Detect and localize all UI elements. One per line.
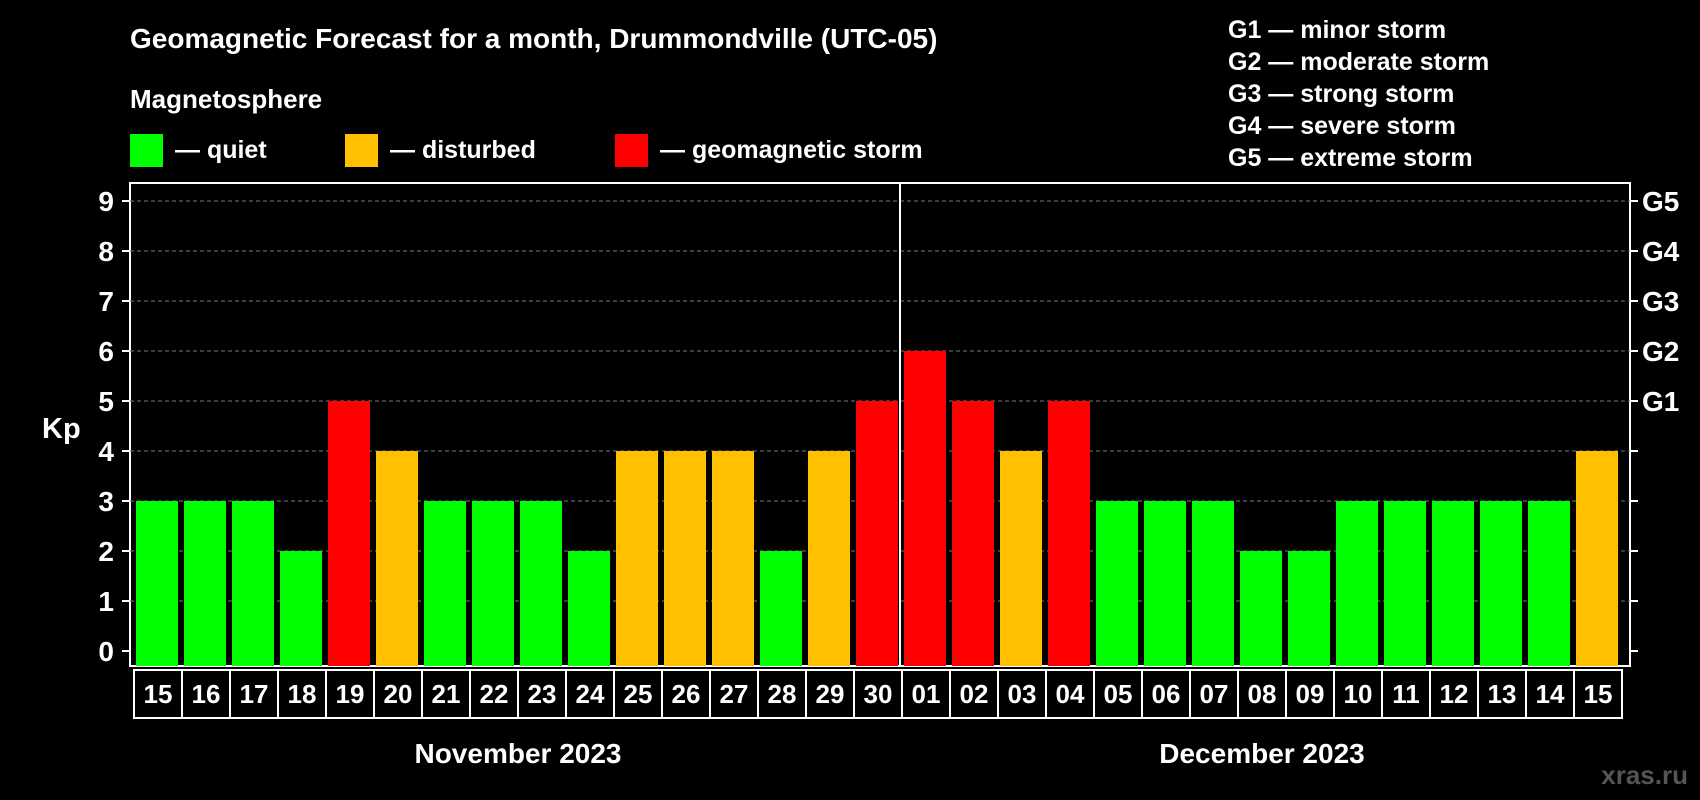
legend-label-1: — disturbed bbox=[390, 136, 536, 164]
bar-02-17 bbox=[952, 401, 994, 666]
x-tick-label-2: 17 bbox=[240, 679, 269, 709]
x-tick-label-17: 02 bbox=[960, 679, 989, 709]
x-tick-label-23: 08 bbox=[1248, 679, 1277, 709]
legend-title: Magnetosphere bbox=[130, 84, 322, 114]
x-tick-label-8: 23 bbox=[528, 679, 557, 709]
bar-15-30 bbox=[1576, 451, 1618, 666]
month-label-0: November 2023 bbox=[414, 738, 621, 769]
bar-27-12 bbox=[712, 451, 754, 666]
bar-15-0 bbox=[136, 501, 178, 666]
x-tick-label-20: 05 bbox=[1104, 679, 1133, 709]
x-tick-label-30: 15 bbox=[1584, 679, 1613, 709]
x-tick-label-10: 25 bbox=[624, 679, 653, 709]
bar-19-4 bbox=[328, 401, 370, 666]
x-tick-label-28: 13 bbox=[1488, 679, 1517, 709]
y-tick-label: 4 bbox=[98, 436, 114, 467]
x-tick-label-16: 01 bbox=[912, 679, 941, 709]
x-tick-label-22: 07 bbox=[1200, 679, 1229, 709]
bar-09-24 bbox=[1288, 551, 1330, 666]
bar-17-2 bbox=[232, 501, 274, 666]
x-tick-label-24: 09 bbox=[1296, 679, 1325, 709]
bar-05-20 bbox=[1096, 501, 1138, 666]
x-tick-label-4: 19 bbox=[336, 679, 365, 709]
watermark: xras.ru bbox=[1601, 760, 1688, 790]
month-label-1: December 2023 bbox=[1159, 738, 1364, 769]
y-tick-label: 2 bbox=[98, 536, 114, 567]
legend-swatch-0 bbox=[130, 134, 163, 167]
y-tick-label: 1 bbox=[98, 586, 114, 617]
bar-30-15 bbox=[856, 401, 898, 666]
bar-23-8 bbox=[520, 501, 562, 666]
x-tick-label-29: 14 bbox=[1536, 679, 1565, 709]
bar-06-21 bbox=[1144, 501, 1186, 666]
bar-26-11 bbox=[664, 451, 706, 666]
x-tick-label-5: 20 bbox=[384, 679, 413, 709]
x-tick-label-15: 30 bbox=[864, 679, 893, 709]
storm-level-label: G1 bbox=[1642, 386, 1679, 417]
x-tick-label-9: 24 bbox=[576, 679, 605, 709]
storm-scale-item-0: G1 — minor storm bbox=[1228, 16, 1446, 44]
x-tick-label-18: 03 bbox=[1008, 679, 1037, 709]
storm-level-label: G5 bbox=[1642, 186, 1679, 217]
bar-20-5 bbox=[376, 451, 418, 666]
legend-label-0: — quiet bbox=[175, 136, 267, 164]
storm-scale-list: G1 — minor storm G2 — moderate storm G3 — … bbox=[1228, 16, 1489, 172]
bar-11-26 bbox=[1384, 501, 1426, 666]
x-tick-label-25: 10 bbox=[1344, 679, 1373, 709]
bar-04-19 bbox=[1048, 401, 1090, 666]
storm-scale-item-1: G2 — moderate storm bbox=[1228, 48, 1489, 76]
bar-28-13 bbox=[760, 551, 802, 666]
x-tick-label-1: 16 bbox=[192, 679, 221, 709]
legend-label-2: — geomagnetic storm bbox=[660, 136, 923, 164]
y-tick-label: 0 bbox=[98, 636, 114, 667]
x-tick-label-6: 21 bbox=[432, 679, 461, 709]
legend-swatch-1 bbox=[345, 134, 378, 167]
y-tick-label: 8 bbox=[98, 236, 114, 267]
bar-08-23 bbox=[1240, 551, 1282, 666]
x-tick-label-3: 18 bbox=[288, 679, 317, 709]
legend-swatch-2 bbox=[615, 134, 648, 167]
x-tick-label-7: 22 bbox=[480, 679, 509, 709]
y-tick-label: 9 bbox=[98, 186, 114, 217]
x-tick-label-0: 15 bbox=[144, 679, 173, 709]
bar-10-25 bbox=[1336, 501, 1378, 666]
bar-13-28 bbox=[1480, 501, 1522, 666]
storm-scale-item-2: G3 — strong storm bbox=[1228, 80, 1454, 108]
x-tick-label-27: 12 bbox=[1440, 679, 1469, 709]
x-tick-label-21: 06 bbox=[1152, 679, 1181, 709]
storm-scale-item-4: G5 — extreme storm bbox=[1228, 144, 1473, 172]
bar-18-3 bbox=[280, 551, 322, 666]
storm-level-label: G3 bbox=[1642, 286, 1679, 317]
y-tick-label: 7 bbox=[98, 286, 114, 317]
bar-21-6 bbox=[424, 501, 466, 666]
x-tick-label-12: 27 bbox=[720, 679, 749, 709]
bar-07-22 bbox=[1192, 501, 1234, 666]
bar-22-7 bbox=[472, 501, 514, 666]
y-tick-label: 3 bbox=[98, 486, 114, 517]
bar-29-14 bbox=[808, 451, 850, 666]
bar-01-16 bbox=[904, 351, 946, 666]
bar-25-10 bbox=[616, 451, 658, 666]
x-tick-label-11: 26 bbox=[672, 679, 701, 709]
x-tick-label-26: 11 bbox=[1392, 679, 1420, 709]
bar-03-18 bbox=[1000, 451, 1042, 666]
bar-12-27 bbox=[1432, 501, 1474, 666]
chart-title: Geomagnetic Forecast for a month, Drummo… bbox=[130, 23, 937, 54]
bar-14-29 bbox=[1528, 501, 1570, 666]
y-axis-label: Kp bbox=[42, 413, 81, 445]
storm-scale-item-3: G4 — severe storm bbox=[1228, 112, 1456, 140]
x-tick-label-14: 29 bbox=[816, 679, 845, 709]
storm-level-label: G2 bbox=[1642, 336, 1679, 367]
x-tick-label-19: 04 bbox=[1056, 679, 1085, 709]
day-label-row bbox=[133, 669, 1623, 719]
bar-24-9 bbox=[568, 551, 610, 666]
y-tick-label: 6 bbox=[98, 336, 114, 367]
legend: — quiet — disturbed — geomagnetic storm bbox=[130, 134, 923, 167]
x-tick-label-13: 28 bbox=[768, 679, 797, 709]
bar-16-1 bbox=[184, 501, 226, 666]
y-tick-label: 5 bbox=[98, 386, 114, 417]
storm-level-label: G4 bbox=[1642, 236, 1680, 267]
